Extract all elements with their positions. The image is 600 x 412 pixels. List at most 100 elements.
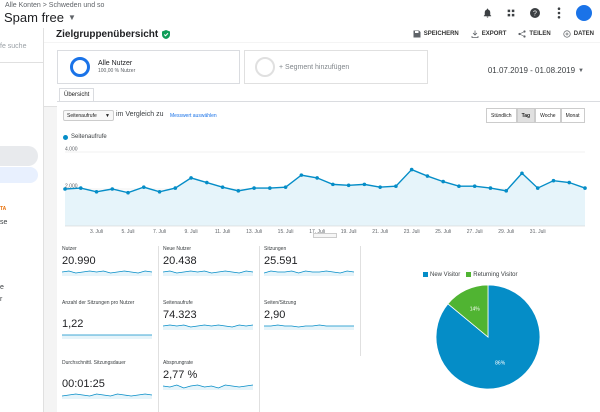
granularity-hourly-button[interactable]: Stündlich [486,108,517,123]
data-point[interactable] [331,182,335,187]
add-segment-button[interactable]: + Segment hinzufügen [244,50,428,84]
x-tick-label: 11. Juli [215,229,230,234]
export-label: EXPORT [481,31,507,37]
scorecard-label: Nutzer [62,246,77,252]
sidebar-item[interactable]: se [0,219,8,226]
scorecard[interactable]: Sitzungen 25.591 [259,246,356,284]
data-point[interactable] [189,176,193,180]
data-point[interactable] [425,174,430,178]
sparkline-area [62,271,152,276]
pageviews-chart[interactable]: 4.000 2.000 3. Juli 5. Juli 7. Juli 9. Juli 11… [57,144,593,234]
sidebar-item[interactable]: e [0,284,4,291]
data-point[interactable] [157,189,162,194]
granularity-week-button[interactable]: Woche [535,108,561,123]
data-point[interactable] [126,190,130,195]
help-icon[interactable]: ? [528,6,542,20]
sidebar-item-home[interactable] [0,146,38,166]
data-point[interactable] [362,182,367,187]
data-point[interactable] [268,186,272,190]
share-button[interactable]: TEILEN [518,30,551,38]
scorecard-sparkline [163,270,253,276]
scorecard-label: Durchschnittl. Sitzungsdauer [62,360,126,366]
scorecard-sparkline [163,384,253,390]
data-point[interactable] [504,189,509,193]
x-tick-label: 17. Juli [309,229,325,234]
pie-legend-new[interactable]: New Visitor [423,272,460,278]
data-point[interactable] [551,178,556,183]
x-tick-label: 7. Juli [153,229,166,234]
scorecard-label: Seitenaufrufe [163,300,193,306]
save-button[interactable]: SPEICHERN [413,30,459,38]
notifications-icon[interactable] [480,6,494,20]
data-point[interactable] [236,189,241,193]
data-point[interactable] [441,179,445,184]
sparkline-line [62,270,152,274]
data-point[interactable] [583,186,587,190]
export-button[interactable]: EXPORT [471,30,507,38]
returning-visitor-swatch [466,272,472,277]
data-point[interactable] [220,185,225,189]
data-point[interactable] [315,176,319,180]
save-icon [413,30,421,38]
sidebar-item[interactable]: r [0,296,3,303]
data-point[interactable] [378,185,382,189]
data-point[interactable] [299,173,304,177]
insights-button[interactable]: DATEN [563,30,594,38]
select-metric-link[interactable]: Messwert auswählen [170,113,217,119]
verified-shield-icon [162,30,171,39]
scorecard[interactable]: Nutzer 20.990 [57,246,154,284]
data-point[interactable] [394,184,398,189]
data-point[interactable] [283,185,288,189]
data-point[interactable] [567,180,572,185]
segment-all-users[interactable]: Alle Nutzer 100,00 % Nutzer [57,50,240,84]
data-point[interactable] [535,186,540,190]
data-point[interactable] [141,185,146,189]
granularity-month-button[interactable]: Monat [560,108,585,123]
segment-share: 100,00 % Nutzer [98,68,136,74]
sparkline-area [264,271,354,276]
sparkline-area [163,325,253,330]
apps-icon[interactable] [504,6,518,20]
sidebar-search-input[interactable]: fe suche [0,43,27,50]
date-range-picker[interactable]: 01.07.2019 - 01.08.2019 ▼ [488,66,584,75]
sidebar-item-active[interactable] [0,167,38,183]
scorecard[interactable]: Anzahl der Sitzungen pro Nutzer 1,22 [57,300,154,339]
x-tick-label: 19. Juli [341,229,357,234]
scorecard[interactable]: Seiten/Sitzung 2,90 [259,300,356,338]
chevron-down-icon: ▼ [578,67,584,74]
more-vert-icon[interactable] [552,6,566,20]
dropdown-caret-icon: ▼ [67,13,76,22]
breadcrumb[interactable]: Alle Konten > Schweden und so [5,2,105,9]
data-point[interactable] [520,171,524,176]
pie-slice[interactable] [435,284,541,390]
avatar[interactable] [576,5,592,21]
property-selector[interactable]: Spam free ▼ [4,10,76,25]
data-point[interactable] [252,186,256,190]
metric-dropdown[interactable]: Seitenaufrufe ▼ [63,110,114,121]
scorecard[interactable]: Neue Nutzer 20.438 [158,246,255,284]
sparkline-line [163,324,253,328]
scorecard[interactable]: Durchschnittl. Sitzungsdauer 00:01:25 [57,360,154,399]
tab-overview[interactable]: Übersicht [59,88,95,101]
data-point[interactable] [110,187,115,191]
data-point[interactable] [488,186,493,190]
sidebar-divider [0,62,44,63]
data-point[interactable] [409,167,414,172]
data-point[interactable] [472,184,477,189]
scorecard-label: Anzahl der Sitzungen pro Nutzer [62,300,135,306]
data-point[interactable] [346,183,351,188]
sparkline-area [62,335,152,339]
visitor-type-pie[interactable]: 86% 14% [433,282,543,392]
pie-slice[interactable] [447,284,489,338]
data-point[interactable] [173,186,178,190]
chart-collapse-handle[interactable] [313,233,337,238]
pie-legend-returning[interactable]: Returning Visitor [466,272,517,278]
granularity-day-button[interactable]: Tag [516,108,536,123]
data-point[interactable] [78,186,83,190]
data-point[interactable] [63,187,67,191]
scorecard[interactable]: Absprungrate 2,77 % [158,360,255,398]
data-point[interactable] [94,189,99,194]
data-point[interactable] [457,184,461,189]
scorecard[interactable]: Seitenaufrufe 74.323 [158,300,255,338]
data-point[interactable] [205,180,209,185]
